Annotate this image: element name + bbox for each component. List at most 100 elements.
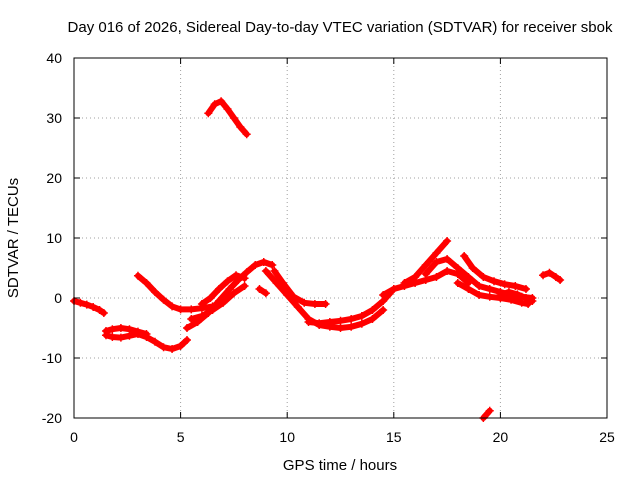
- x-tick-label: 25: [599, 429, 615, 445]
- data-point: [464, 285, 473, 293]
- data-point: [485, 285, 494, 293]
- data-point: [336, 316, 345, 325]
- series-line: [262, 268, 387, 331]
- data-point: [411, 273, 420, 281]
- data-series: [70, 97, 565, 422]
- data-point: [468, 264, 477, 272]
- data-point: [261, 267, 270, 275]
- data-point: [251, 261, 260, 269]
- data-point: [485, 406, 494, 415]
- data-point: [261, 289, 270, 298]
- data-point: [432, 249, 441, 257]
- data-point: [421, 270, 430, 278]
- data-point: [304, 318, 313, 326]
- series-arc-11: [270, 267, 330, 308]
- series-line: [480, 407, 493, 421]
- data-point: [507, 295, 516, 304]
- data-point: [357, 319, 366, 328]
- data-point: [300, 298, 309, 307]
- data-point: [504, 288, 513, 296]
- data-point: [206, 294, 215, 302]
- data-point: [278, 279, 287, 287]
- data-point: [232, 271, 241, 280]
- data-point: [485, 292, 494, 301]
- data-point: [242, 130, 251, 139]
- data-point: [229, 289, 238, 298]
- data-point: [182, 336, 191, 344]
- series-arc-8: [187, 282, 249, 323]
- data-point: [210, 100, 219, 109]
- data-point: [151, 288, 160, 296]
- data-point: [95, 306, 104, 314]
- data-point: [453, 264, 462, 272]
- data-point: [539, 271, 548, 280]
- data-point: [259, 258, 268, 266]
- x-tick-label: 5: [177, 429, 185, 445]
- y-axis-ticks: -20 -10 0 10 20 30 40: [42, 50, 607, 426]
- x-tick-label: 10: [279, 429, 295, 445]
- data-point: [159, 295, 168, 304]
- data-point: [460, 252, 469, 260]
- data-point: [255, 285, 264, 293]
- data-point: [159, 343, 168, 352]
- data-point: [223, 277, 232, 286]
- data-point: [368, 306, 377, 314]
- data-point: [133, 327, 142, 336]
- data-point: [490, 277, 499, 286]
- data-point: [89, 303, 98, 311]
- y-tick-label: 40: [46, 50, 62, 66]
- data-point: [289, 292, 298, 301]
- plot-frame: [73, 57, 608, 419]
- x-axis-label: GPS time / hours: [283, 457, 397, 474]
- y-tick-label: 30: [46, 110, 62, 126]
- data-point: [240, 274, 249, 283]
- data-point: [443, 237, 452, 245]
- data-point: [368, 315, 377, 323]
- data-point: [219, 298, 228, 307]
- series-arc-19: [539, 268, 565, 284]
- y-tick-label: 0: [54, 290, 62, 306]
- data-point: [208, 306, 217, 314]
- data-point: [229, 114, 238, 122]
- data-point: [242, 268, 251, 277]
- data-point: [101, 327, 110, 335]
- x-tick-label: 0: [70, 429, 78, 445]
- data-point: [116, 333, 125, 342]
- data-point: [379, 291, 388, 299]
- data-point: [521, 294, 530, 302]
- data-point: [432, 258, 441, 266]
- series-arc-4: [133, 271, 217, 314]
- data-point: [336, 324, 345, 332]
- data-point: [517, 298, 526, 307]
- y-tick-label: 20: [46, 170, 62, 186]
- grid: [74, 58, 607, 418]
- data-point: [176, 305, 185, 314]
- data-point: [214, 285, 223, 293]
- data-point: [464, 273, 473, 281]
- data-point: [225, 285, 234, 293]
- y-tick-label: -20: [42, 410, 62, 426]
- data-point: [151, 337, 160, 346]
- series-arc-18: [496, 288, 537, 305]
- data-point: [236, 123, 245, 131]
- series-line: [540, 269, 564, 283]
- data-point: [475, 291, 484, 299]
- data-point: [108, 333, 117, 341]
- data-point: [116, 324, 125, 332]
- data-point: [432, 273, 441, 281]
- data-point: [521, 285, 530, 293]
- data-point: [197, 312, 206, 320]
- data-point: [270, 267, 279, 275]
- data-point: [133, 271, 142, 280]
- data-point: [421, 261, 430, 269]
- data-point: [325, 318, 334, 326]
- data-point: [176, 342, 185, 350]
- data-point: [545, 268, 554, 277]
- data-point: [217, 97, 226, 106]
- data-point: [268, 261, 277, 269]
- data-point: [500, 280, 509, 289]
- series-arc-7: [197, 271, 249, 308]
- data-point: [142, 279, 151, 287]
- data-point: [108, 325, 117, 334]
